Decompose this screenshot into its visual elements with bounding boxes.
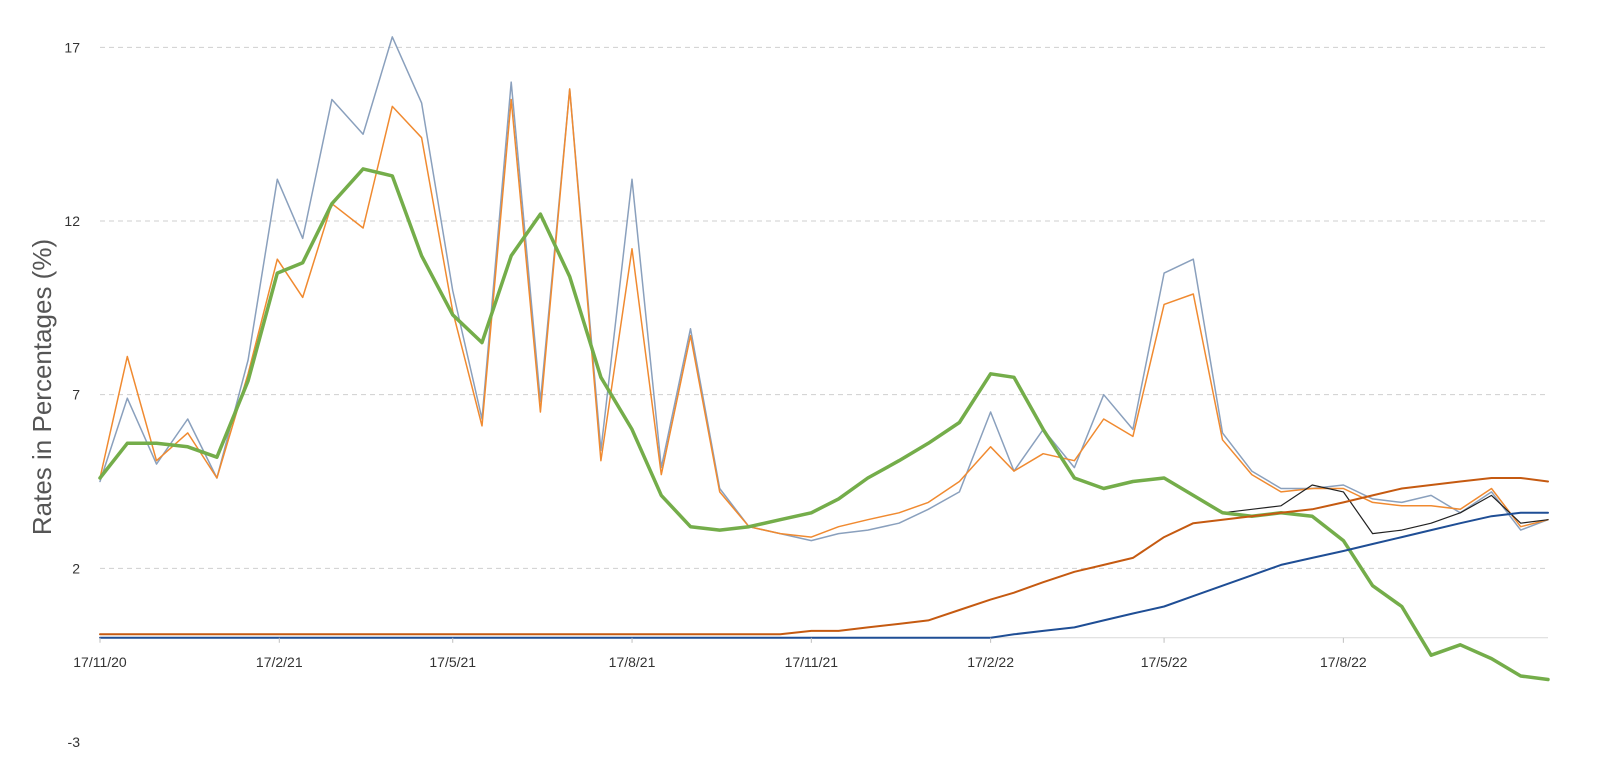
x-tick-label: 17/2/21	[256, 654, 303, 670]
x-tick-label: 17/8/21	[609, 654, 656, 670]
series-lines	[98, 36, 1550, 682]
series-line-1	[99, 36, 1549, 542]
y-tick-label: 17	[64, 39, 80, 55]
y-axis-label: Rates in Percentages (%)	[27, 239, 57, 535]
x-tick-label: 17/5/21	[429, 654, 476, 670]
y-axis-ticks: -3 2 7 12 17	[64, 39, 80, 750]
series-line-4	[98, 167, 1550, 682]
x-axis-ticks: 17/11/20 17/2/21 17/5/21 17/8/21 17/11/21 17/…	[73, 637, 1367, 670]
x-tick-label: 17/2/22	[967, 654, 1014, 670]
y-tick-label: 7	[72, 387, 80, 403]
y-tick-label: 12	[64, 213, 80, 229]
grid-lines	[100, 46, 1548, 569]
x-tick-label: 17/11/20	[73, 654, 127, 670]
y-tick-label: 2	[72, 560, 80, 576]
series-line-2	[99, 88, 1549, 538]
series-line-3	[99, 168, 1549, 535]
y-tick-label: -3	[68, 734, 81, 750]
x-tick-label: 17/8/22	[1320, 654, 1367, 670]
x-tick-label: 17/5/22	[1141, 654, 1188, 670]
x-tick-label: 17/11/21	[785, 654, 839, 670]
series-line-6	[99, 511, 1549, 639]
series-line-5	[99, 477, 1549, 636]
